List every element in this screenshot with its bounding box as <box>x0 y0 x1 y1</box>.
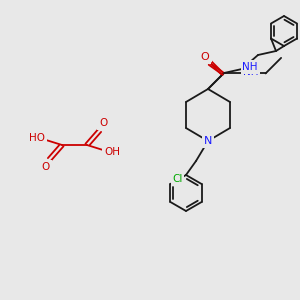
Text: NH: NH <box>242 62 258 72</box>
Text: O: O <box>99 118 107 128</box>
Text: NH: NH <box>243 68 258 77</box>
Text: O: O <box>202 51 210 61</box>
Text: N: N <box>204 136 212 146</box>
Text: O: O <box>42 162 50 172</box>
Text: HO: HO <box>29 133 45 143</box>
Text: O: O <box>201 52 209 62</box>
Text: Cl: Cl <box>172 174 183 184</box>
Text: OH: OH <box>104 147 120 157</box>
